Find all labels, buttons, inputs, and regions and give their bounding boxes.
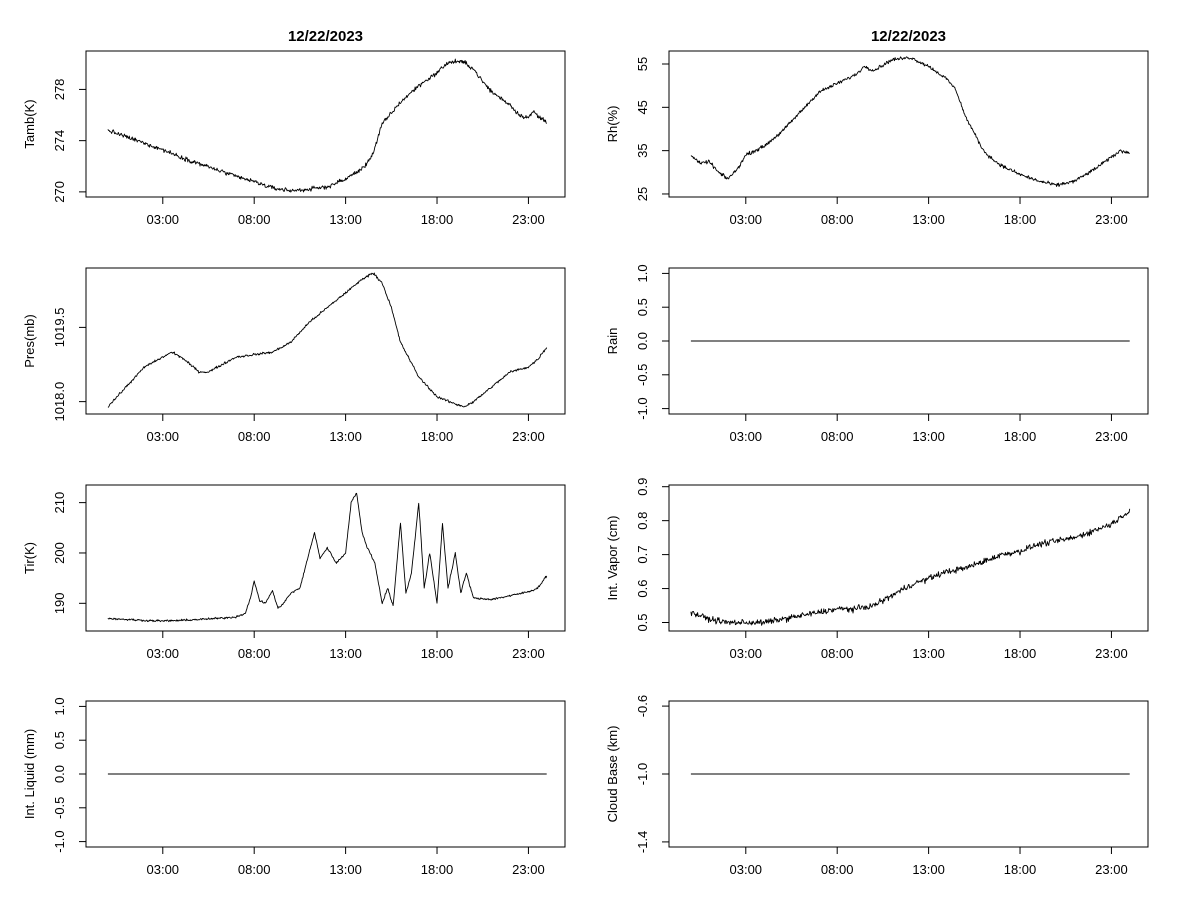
panel-8: Cloud Base (km) 03:00 08:00 13:00 18:00 23:00… — [605, 695, 1149, 877]
y-tick-label: 55 — [635, 57, 650, 71]
y-tick-label: -0.5 — [52, 797, 67, 819]
y-tick-label: 278 — [52, 79, 67, 101]
x-tick-label: 13:00 — [912, 429, 945, 444]
y-tick-label: 0.8 — [635, 512, 650, 530]
y-tick-label: 1.0 — [635, 264, 650, 282]
x-tick-label: 08:00 — [238, 646, 271, 661]
plot-frame — [668, 50, 1149, 198]
y-axis-label: Int. Vapor (cm) — [605, 515, 620, 600]
y-tick-label: 1.0 — [52, 697, 67, 715]
x-tick-label: 08:00 — [238, 212, 271, 227]
y-tick-label: 35 — [635, 143, 650, 157]
y-tick-label: 0.6 — [635, 580, 650, 598]
x-tick-label: 03:00 — [147, 646, 180, 661]
y-tick-label: 270 — [52, 181, 67, 203]
x-tick-label: 03:00 — [730, 212, 763, 227]
panel-1: 12/22/2023 Tamb(K) 03:00 08:00 13:00 18:00 23:… — [22, 28, 566, 227]
plot-frame — [85, 267, 566, 415]
y-tick-label: 1019.5 — [52, 308, 67, 348]
x-tick-label: 18:00 — [1004, 429, 1037, 444]
x-tick-label: 18:00 — [1004, 212, 1037, 227]
x-tick-label: 23:00 — [512, 429, 545, 444]
y-axis-label: Tir(K) — [22, 542, 37, 574]
x-tick-label: 08:00 — [238, 429, 271, 444]
y-tick-label: 274 — [52, 130, 67, 152]
y-tick-label: 0.7 — [635, 546, 650, 564]
y-axis-label: Tamb(K) — [22, 99, 37, 148]
y-tick-label: 200 — [52, 542, 67, 564]
x-tick-label: 18:00 — [1004, 862, 1037, 877]
x-tick-label: 13:00 — [329, 862, 362, 877]
x-tick-label: 08:00 — [238, 862, 271, 877]
y-tick-label: -0.6 — [635, 695, 650, 717]
y-axis-label: Pres(mb) — [22, 314, 37, 367]
x-tick-label: 03:00 — [147, 862, 180, 877]
x-tick-label: 13:00 — [912, 646, 945, 661]
x-tick-label: 08:00 — [821, 646, 854, 661]
x-tick-label: 13:00 — [329, 212, 362, 227]
x-tick-label: 23:00 — [1095, 429, 1128, 444]
y-axis-label: Rh(%) — [605, 106, 620, 143]
x-tick-label: 08:00 — [821, 429, 854, 444]
y-tick-label: -1.0 — [635, 763, 650, 785]
x-tick-label: 18:00 — [421, 646, 454, 661]
x-tick-label: 03:00 — [730, 862, 763, 877]
y-tick-label: 0.5 — [635, 298, 650, 316]
series-line — [690, 56, 1130, 188]
y-tick-label: -1.4 — [635, 831, 650, 853]
y-axis-label: Rain — [605, 328, 620, 355]
series-line — [107, 58, 548, 193]
panel-4: Rain 03:00 08:00 13:00 18:00 23:00 -1.0 -0.5 0.0… — [605, 264, 1149, 444]
x-tick-label: 03:00 — [147, 429, 180, 444]
series-line — [107, 272, 548, 408]
plot-frame — [85, 50, 566, 198]
x-tick-label: 08:00 — [821, 862, 854, 877]
x-tick-label: 18:00 — [1004, 646, 1037, 661]
x-tick-label: 03:00 — [730, 646, 763, 661]
y-tick-label: -1.0 — [52, 830, 67, 852]
x-tick-label: 23:00 — [1095, 212, 1128, 227]
panel-6: Int. Vapor (cm) 03:00 08:00 13:00 18:00 23:00… — [605, 478, 1149, 661]
x-tick-label: 18:00 — [421, 212, 454, 227]
y-tick-label: 0.9 — [635, 478, 650, 496]
y-tick-label: 0.0 — [52, 765, 67, 783]
x-tick-label: 13:00 — [329, 429, 362, 444]
x-tick-label: 08:00 — [821, 212, 854, 227]
plot-frame — [668, 484, 1149, 632]
y-tick-label: 45 — [635, 100, 650, 114]
x-tick-label: 18:00 — [421, 862, 454, 877]
panel-7: Int. Liquid (mm) 03:00 08:00 13:00 18:00 23:0… — [22, 697, 566, 877]
y-tick-label: 190 — [52, 592, 67, 614]
x-tick-label: 13:00 — [912, 862, 945, 877]
series-line — [690, 508, 1131, 626]
x-tick-label: 23:00 — [512, 212, 545, 227]
y-tick-label: -1.0 — [635, 397, 650, 419]
x-tick-label: 13:00 — [329, 646, 362, 661]
plot-title: 12/22/2023 — [871, 28, 946, 45]
y-tick-label: 25 — [635, 187, 650, 201]
series-line — [107, 492, 548, 623]
y-tick-label: 1018.0 — [52, 382, 67, 422]
y-tick-label: 210 — [52, 492, 67, 514]
y-axis-label: Cloud Base (km) — [605, 726, 620, 823]
panel-2: 12/22/2023 Rh(%) 03:00 08:00 13:00 18:00 23:00… — [605, 28, 1149, 227]
plot-title: 12/22/2023 — [288, 28, 363, 45]
x-tick-label: 23:00 — [1095, 646, 1128, 661]
x-tick-label: 23:00 — [1095, 862, 1128, 877]
y-tick-label: 0.5 — [52, 731, 67, 749]
panel-5: Tir(K) 03:00 08:00 13:00 18:00 23:00 190 200 210 — [22, 484, 566, 661]
x-tick-label: 18:00 — [421, 429, 454, 444]
y-axis-label: Int. Liquid (mm) — [22, 729, 37, 819]
y-tick-label: -0.5 — [635, 364, 650, 386]
x-tick-label: 23:00 — [512, 862, 545, 877]
x-tick-label: 13:00 — [912, 212, 945, 227]
y-tick-label: 0.5 — [635, 613, 650, 631]
x-tick-label: 03:00 — [147, 212, 180, 227]
panel-3: Pres(mb) 03:00 08:00 13:00 18:00 23:00 1018.0 1… — [22, 267, 566, 444]
x-tick-label: 03:00 — [730, 429, 763, 444]
plot-frame — [85, 484, 566, 632]
y-tick-label: 0.0 — [635, 332, 650, 350]
x-tick-label: 23:00 — [512, 646, 545, 661]
